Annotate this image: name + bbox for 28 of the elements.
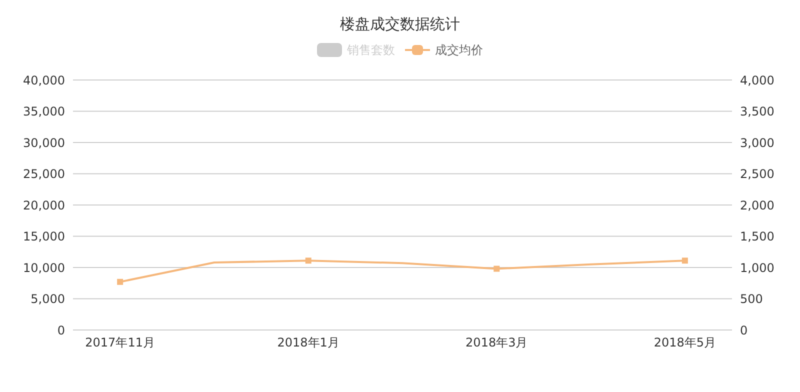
y2-tick-label: 1,500 <box>740 230 774 244</box>
y-tick-label: 25,000 <box>23 167 65 182</box>
y-tick-label: 10,000 <box>23 260 65 275</box>
x-tick-label: 2018年5月 <box>654 336 716 350</box>
y2-tick-label: 3,000 <box>740 136 774 150</box>
y2-tick-label: 1,000 <box>740 260 774 275</box>
y2-tick-label: 3,500 <box>740 104 774 119</box>
y-tick-label: 15,000 <box>23 230 65 244</box>
y2-tick-label: 2,500 <box>740 167 774 182</box>
y2-tick-label: 2,000 <box>740 198 774 212</box>
x-tick-label: 2018年1月 <box>277 336 340 350</box>
chart-title: 楼盘成交数据统计 <box>339 14 461 35</box>
point <box>117 278 124 285</box>
y-tick-label: 40,000 <box>23 73 65 88</box>
y-tick-label: 5,000 <box>30 292 65 306</box>
y2-tick-label: 0 <box>740 323 748 338</box>
y-tick-label: 20,000 <box>23 198 65 212</box>
y-tick-label: 30,000 <box>23 136 65 150</box>
legend-label: 成交均价 <box>435 42 483 58</box>
x-tick-label: 2017年11月 <box>85 336 155 350</box>
x-tick-label: 2018年3月 <box>466 336 528 350</box>
y2-tick-label: 500 <box>740 292 763 306</box>
y-tick-label: 0 <box>57 323 65 338</box>
point <box>682 258 688 264</box>
point <box>494 266 500 272</box>
point <box>305 258 312 264</box>
y2-tick-label: 4,000 <box>740 73 774 88</box>
y-tick-label: 35,000 <box>23 104 65 119</box>
